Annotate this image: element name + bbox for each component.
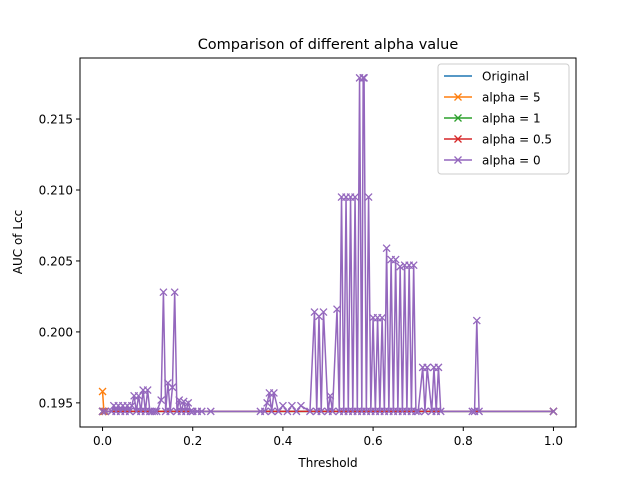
x-tick-label: 0.0 xyxy=(93,434,112,448)
series-4-point xyxy=(306,407,314,416)
axes-frame xyxy=(79,57,577,428)
legend-label-1: alpha = 5 xyxy=(482,91,541,105)
series-4-point xyxy=(260,407,269,416)
series-4-point xyxy=(333,305,341,314)
series-4-point xyxy=(549,407,558,416)
series-4-point xyxy=(423,363,432,372)
series-4-point xyxy=(434,363,443,372)
series-4-point xyxy=(409,261,418,270)
series-4-point xyxy=(296,401,305,410)
series-4-point xyxy=(475,407,484,416)
legend-label-3: alpha = 0.5 xyxy=(482,133,552,147)
legend: Original alpha = 5 alpha = 1 alpha = 0.5 alp… xyxy=(437,63,570,175)
series-4-point xyxy=(292,407,301,416)
series-4-point xyxy=(143,386,152,395)
series-4-point xyxy=(166,407,175,416)
series-4-point xyxy=(179,397,188,406)
series-4-point xyxy=(436,407,445,416)
series-4-point xyxy=(328,407,337,416)
series-4-point xyxy=(364,193,373,202)
series-4-point xyxy=(127,401,136,410)
series-4-point xyxy=(101,407,110,416)
series-4-point xyxy=(468,407,477,416)
series-4-point xyxy=(391,255,400,264)
series-4-point xyxy=(378,313,387,322)
series-4-point xyxy=(326,391,335,400)
chart-title: Comparison of different alpha value xyxy=(198,37,459,53)
series-4-point xyxy=(186,407,195,416)
plot-area xyxy=(98,73,558,416)
x-axis-label: Threshold xyxy=(297,456,357,470)
series-4-point xyxy=(274,407,283,416)
y-tick-label: 0.195 xyxy=(39,396,73,410)
legend-box xyxy=(437,63,570,175)
series-4-point xyxy=(396,262,405,271)
series-4-point xyxy=(269,388,278,397)
x-tick-label: 0.6 xyxy=(364,434,383,448)
series-4-point xyxy=(197,407,206,416)
series-4-point xyxy=(263,398,272,407)
x-tick-label: 0.8 xyxy=(454,434,473,448)
series-4-point xyxy=(170,288,179,297)
series-markers xyxy=(98,73,558,416)
legend-marker-3 xyxy=(454,135,462,143)
series-4-point xyxy=(152,407,161,416)
series-4-point xyxy=(287,401,296,410)
legend-label-0: Original xyxy=(482,70,529,84)
series-4-point xyxy=(382,244,391,253)
series-1-point xyxy=(98,387,107,396)
legend-marker-2 xyxy=(454,114,462,122)
x-tick-label: 0.4 xyxy=(273,434,292,448)
series-4-point xyxy=(134,391,143,400)
y-tick-label: 0.200 xyxy=(39,325,73,339)
y-tick-label: 0.215 xyxy=(39,113,73,127)
series-4-point xyxy=(267,407,276,416)
series-4-point xyxy=(420,407,429,416)
series-4-point xyxy=(414,407,423,416)
series-4-point xyxy=(351,193,360,202)
series-4-point xyxy=(360,73,369,82)
series-4-point xyxy=(157,396,166,404)
x-axis-ticks: 0.0 0.2 0.4 0.6 0.8 1.0 xyxy=(93,427,563,448)
series-4-point xyxy=(175,396,184,404)
x-tick-label: 0.2 xyxy=(183,434,202,448)
series-4-point xyxy=(472,316,481,325)
y-tick-label: 0.205 xyxy=(39,254,73,268)
series-1-point xyxy=(99,407,108,416)
series-4-point xyxy=(150,407,159,416)
y-axis-label: AUC of Lcc xyxy=(11,210,25,274)
series-4-point xyxy=(411,407,420,416)
series-4-point xyxy=(98,407,107,416)
series-4-point xyxy=(278,401,287,410)
x-tick-label: 1.0 xyxy=(544,434,563,448)
series-4-point xyxy=(168,383,177,392)
y-axis-ticks: 0.195 0.200 0.205 0.210 0.215 xyxy=(39,113,80,410)
series-4-point xyxy=(125,407,134,416)
series-4-point xyxy=(184,398,193,407)
legend-label-4: alpha = 0 xyxy=(482,154,541,168)
legend-marker-1 xyxy=(454,93,462,101)
y-tick-label: 0.210 xyxy=(39,183,73,197)
series-4-point xyxy=(317,407,326,416)
series-4-point xyxy=(206,407,215,416)
series-4-point xyxy=(319,308,328,317)
legend-label-2: alpha = 1 xyxy=(482,112,541,126)
legend-marker-4 xyxy=(454,156,462,164)
series-4-point xyxy=(283,407,292,416)
series-4-point xyxy=(159,288,168,297)
